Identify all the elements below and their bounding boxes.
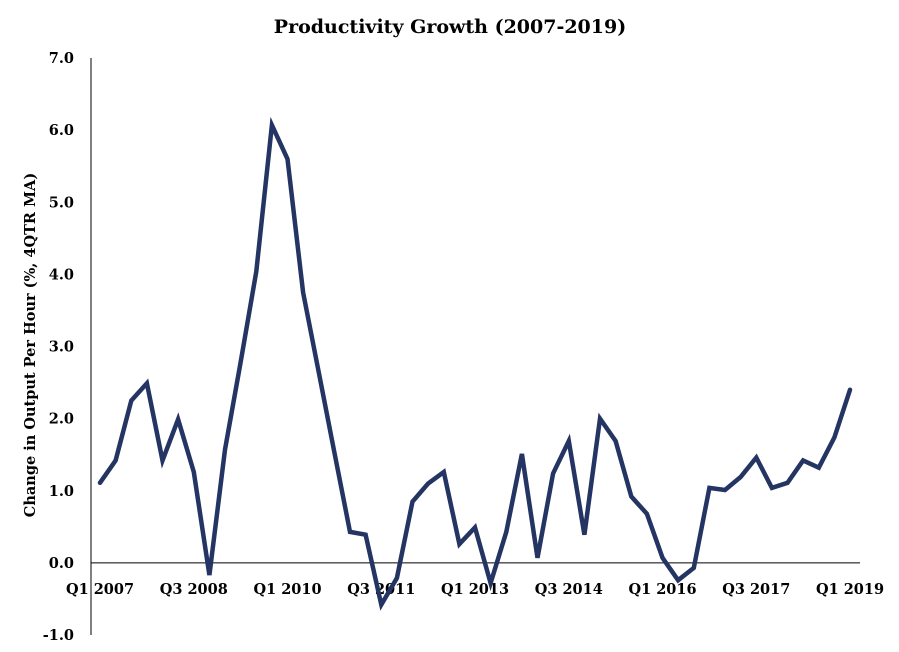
x-tick-label: Q1 2007 [66, 581, 134, 598]
x-tick-label: Q3 2008 [160, 581, 228, 598]
x-tick-label: Q1 2010 [253, 581, 321, 598]
y-tick-label: 5.0 [49, 194, 74, 211]
x-tick-label: Q3 2014 [535, 581, 603, 598]
y-tick-label: 0.0 [49, 555, 74, 572]
y-tick-label: -1.0 [43, 627, 74, 644]
y-tick-label: 3.0 [49, 339, 74, 356]
y-tick-label: 4.0 [49, 266, 74, 283]
y-tick-label: 2.0 [49, 411, 74, 428]
x-tick-label: Q3 2017 [722, 581, 790, 598]
x-tick-label: Q1 2019 [816, 581, 884, 598]
series-line [97, 116, 853, 611]
y-tick-label: 7.0 [49, 50, 74, 67]
x-tick-label: Q1 2016 [628, 581, 696, 598]
chart-title: Productivity Growth (2007-2019) [274, 16, 626, 38]
x-tick-label: Q1 2013 [441, 581, 509, 598]
x-tick-label: Q3 2011 [347, 581, 415, 598]
y-axis-label: Change in Output Per Hour (%, 4QTR MA) [22, 173, 39, 517]
y-tick-label: 6.0 [49, 122, 74, 139]
y-tick-label: 1.0 [49, 483, 74, 500]
